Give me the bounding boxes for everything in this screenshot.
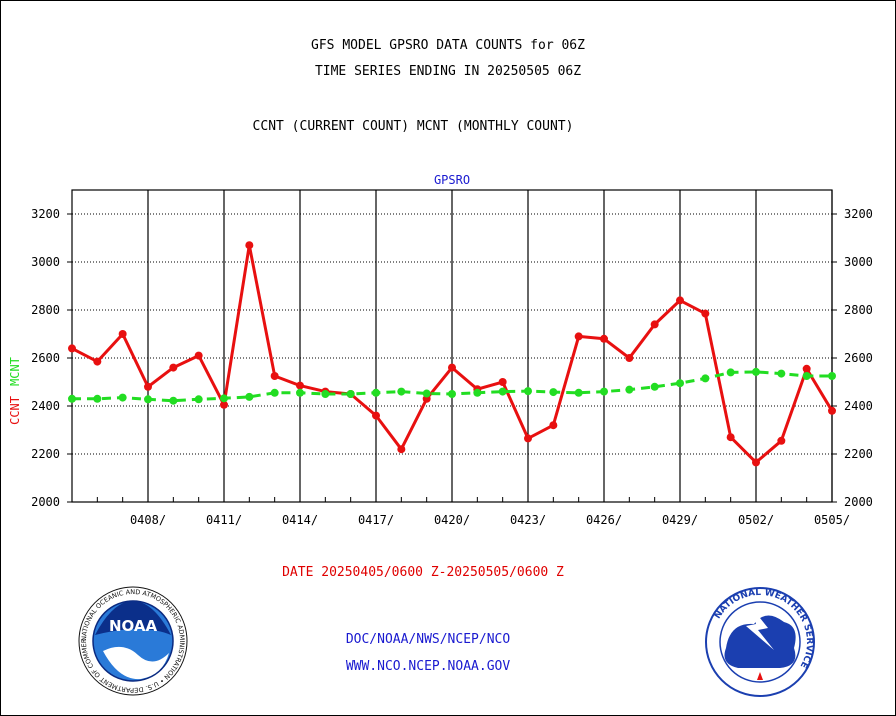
website-link[interactable]: WWW.NCO.NCEP.NOAA.GOV [345, 659, 511, 674]
x-tick-label: 0426/ [586, 513, 622, 527]
data-point-ccnt [625, 354, 634, 362]
panel-title: GPSRO [434, 173, 470, 187]
data-point-ccnt [802, 364, 811, 373]
data-point-mcnt [270, 388, 279, 397]
data-point-ccnt [372, 411, 380, 420]
data-point-ccnt [448, 363, 456, 372]
data-point-ccnt [245, 241, 254, 250]
org-link[interactable]: DOC/NOAA/NWS/NCEP/NCO [345, 632, 511, 647]
data-point-ccnt [650, 320, 659, 329]
data-point-mcnt [600, 387, 608, 396]
data-point-ccnt [701, 309, 710, 318]
y-tick-label: 2200 [31, 447, 60, 461]
data-point-mcnt [650, 382, 659, 391]
data-point-mcnt [397, 387, 406, 396]
x-tick-label: 0411/ [206, 513, 242, 527]
y-tick-label: 3000 [31, 255, 60, 269]
chart-title: GFS MODEL GPSRO DATA COUNTS for 06Z [311, 38, 585, 53]
series-legend-line: CCNT (CURRENT COUNT) MCNT (MONTHLY COUNT… [252, 119, 574, 134]
data-point-mcnt [828, 372, 836, 380]
data-point-mcnt [321, 390, 330, 398]
y-tick-label: 2600 [31, 351, 60, 365]
data-point-mcnt [752, 367, 760, 376]
axes: 2000 2000 2200 2200 2400 2400 2600 2600 2800 2800… [31, 189, 873, 527]
y-axis-label-ccnt: CCNT [8, 396, 22, 425]
y-tick-label-right: 3000 [844, 255, 873, 269]
x-tick-label: 0429/ [662, 513, 698, 527]
data-point-mcnt [448, 390, 456, 398]
data-point-ccnt [726, 433, 735, 442]
y-tick-label-right: 2600 [844, 351, 873, 365]
data-point-mcnt [473, 388, 482, 397]
date-range: DATE 20250405/0600 Z-20250505/0600 Z [282, 565, 564, 580]
data-point-mcnt [346, 390, 355, 398]
data-point-mcnt [372, 388, 380, 397]
data-point-ccnt [574, 332, 583, 341]
data-point-ccnt [676, 296, 684, 305]
data-point-ccnt [93, 357, 102, 366]
grid [72, 190, 833, 502]
data-point-mcnt [574, 388, 583, 397]
data-point-ccnt [194, 351, 203, 360]
data-point-mcnt [169, 396, 178, 405]
data-point-ccnt [752, 458, 760, 467]
noaa-logo-text: NOAA [109, 617, 158, 635]
points [68, 241, 836, 467]
data-point-ccnt [296, 381, 304, 390]
chart-subtitle: TIME SERIES ENDING IN 20250505 06Z [314, 64, 582, 79]
noaa-logo: NOAA NATIONAL OCEANIC AND ATMOSPHERIC AD… [78, 586, 188, 696]
data-point-ccnt [68, 344, 76, 353]
data-point-mcnt [777, 369, 786, 378]
y-tick-label-right: 2200 [844, 447, 873, 461]
data-point-ccnt [144, 382, 152, 391]
x-tick-label: 0502/ [738, 513, 774, 527]
data-point-ccnt [828, 406, 836, 415]
data-point-ccnt [777, 436, 786, 445]
y-tick-label-right: 2000 [844, 495, 873, 509]
data-point-ccnt [118, 330, 127, 338]
y-axis-label-mcnt: MCNT [8, 357, 22, 386]
y-tick-label: 2800 [31, 303, 60, 317]
data-point-ccnt [524, 434, 532, 443]
x-tick-label: 0505/ [814, 513, 850, 527]
y-tick-label: 2400 [31, 399, 60, 413]
data-point-ccnt [220, 400, 228, 409]
y-tick-label-right: 3200 [844, 207, 873, 221]
nws-logo: NATIONAL WEATHER SERVICE [705, 587, 815, 697]
data-point-ccnt [549, 421, 558, 430]
x-tick-label: 0408/ [130, 513, 166, 527]
data-point-mcnt [68, 394, 76, 403]
y-tick-label-right: 2800 [844, 303, 873, 317]
x-tick-label: 0417/ [358, 513, 394, 527]
data-point-mcnt [524, 387, 532, 396]
y-tick-label: 3200 [31, 207, 60, 221]
data-point-mcnt [422, 389, 431, 398]
x-tick-label: 0414/ [282, 513, 318, 527]
y-tick-label-right: 2400 [844, 399, 873, 413]
data-point-ccnt [270, 372, 279, 380]
data-point-mcnt [676, 379, 684, 388]
data-point-mcnt [93, 394, 102, 403]
data-point-ccnt [600, 334, 608, 343]
data-point-mcnt [194, 395, 203, 404]
data-point-mcnt [220, 394, 228, 403]
data-point-mcnt [701, 374, 710, 383]
data-point-mcnt [296, 388, 304, 397]
data-point-ccnt [397, 445, 406, 454]
data-point-mcnt [118, 393, 127, 402]
data-point-mcnt [498, 387, 507, 396]
data-point-ccnt [498, 378, 507, 386]
x-tick-label: 0420/ [434, 513, 470, 527]
y-axis-label: CCNT MCNT [8, 357, 22, 425]
y-tick-label: 2000 [31, 495, 60, 509]
data-point-ccnt [169, 363, 178, 372]
data-point-mcnt [726, 368, 735, 377]
data-point-mcnt [625, 385, 634, 394]
data-point-mcnt [245, 392, 254, 401]
data-point-mcnt [802, 372, 811, 380]
data-point-mcnt [144, 395, 152, 404]
data-point-mcnt [549, 388, 558, 397]
x-tick-label: 0423/ [510, 513, 546, 527]
